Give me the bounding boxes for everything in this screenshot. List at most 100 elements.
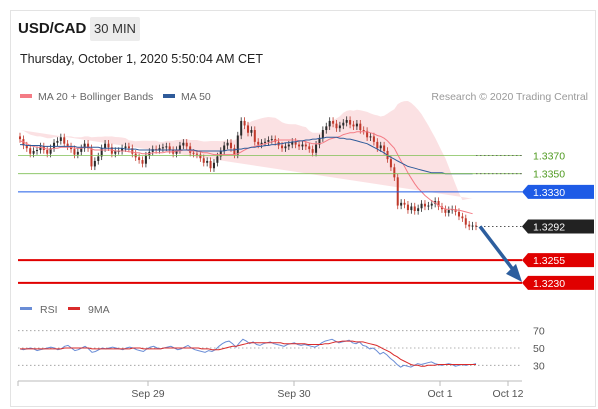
candle-body: [46, 150, 49, 154]
candle-body: [97, 156, 100, 161]
candle-body: [219, 150, 222, 157]
candle-body: [56, 140, 59, 143]
candle-body: [471, 225, 474, 227]
candle-body: [359, 123, 362, 131]
candle-body: [281, 145, 284, 149]
candle-body: [175, 150, 178, 154]
candle-body: [253, 130, 256, 142]
candle-body: [202, 158, 205, 163]
candle-body: [325, 126, 328, 131]
ma20-line: [19, 131, 473, 215]
candle-body: [206, 160, 209, 163]
rsi-line: [19, 338, 477, 368]
candle-body: [93, 160, 96, 167]
rsi-ma-line: [20, 340, 476, 367]
candle-body: [260, 142, 263, 145]
candle-body: [209, 160, 212, 169]
candle-body: [315, 144, 318, 153]
candle-body: [304, 144, 307, 147]
candle-body: [59, 137, 62, 141]
candle-body: [379, 145, 382, 149]
candle-body: [141, 160, 144, 164]
candle-body: [178, 145, 181, 151]
candle-body: [18, 136, 22, 140]
candle-body: [437, 201, 440, 207]
candle-body: [413, 206, 416, 212]
x-tick-label: Oct 12: [493, 388, 524, 400]
candle-body: [121, 148, 124, 151]
candle-body: [270, 139, 273, 141]
candle-body: [138, 157, 141, 161]
candle-body: [345, 120, 348, 123]
candle-body: [372, 136, 375, 142]
candle-body: [199, 154, 202, 159]
legend-ma20-label: MA 20 + Bollinger Bands: [38, 91, 153, 103]
candle-body: [240, 120, 243, 136]
candle-body: [39, 146, 42, 151]
candle-body: [124, 146, 127, 149]
legend-ma20-swatch: [20, 94, 32, 98]
level-tag-1.3292: [522, 219, 594, 234]
candle-body: [410, 206, 413, 211]
x-tick-label: Oct 1: [427, 388, 452, 400]
candle-body: [318, 138, 321, 145]
candle-body: [212, 162, 215, 169]
candle-body: [447, 210, 450, 213]
candle-body: [83, 143, 86, 149]
chart-frame: [10, 10, 596, 407]
candle-body: [335, 123, 338, 129]
candle-body: [355, 123, 358, 127]
candle-body: [246, 125, 250, 133]
candle-body: [127, 146, 130, 149]
candle-body: [182, 142, 185, 146]
candle-body: [36, 150, 39, 152]
level-tag-1.3330: [522, 184, 594, 199]
candle-body: [362, 130, 365, 132]
level-tag-1.3230: [522, 275, 594, 290]
timeframe-button[interactable]: 30 MIN: [90, 17, 140, 41]
candle-body: [457, 211, 460, 217]
rsi-tick-label: 70: [533, 326, 545, 338]
level-label: 1.3370: [533, 151, 565, 163]
candle-body: [400, 202, 403, 206]
level-tag-1.3255: [522, 253, 594, 268]
candle-body: [192, 152, 195, 154]
candle-body: [29, 148, 32, 154]
level-label: 1.3255: [533, 255, 565, 267]
forecast-arrow-head: [506, 263, 522, 282]
legend-rsi-swatch: [20, 307, 32, 310]
candle-body: [461, 216, 464, 219]
candle-body: [308, 146, 311, 150]
candle-body: [417, 208, 420, 212]
rsi-tick-label: 50: [533, 343, 545, 355]
pair-title: USD/CAD: [18, 20, 87, 37]
legend-9ma-label: 9MA: [88, 304, 110, 316]
legend-ma50-swatch: [163, 94, 175, 98]
legend-ma50-label: MA 50: [181, 91, 211, 103]
candle-body: [291, 141, 294, 145]
candle-body: [32, 150, 35, 154]
candle-body: [328, 120, 331, 127]
candle-body: [49, 148, 52, 154]
candle-body: [223, 145, 226, 151]
candle-body: [165, 146, 168, 148]
candle-body: [100, 148, 103, 157]
candle-body: [468, 224, 471, 227]
candle-body: [349, 120, 352, 125]
candle-body: [104, 143, 107, 149]
candle-body: [236, 135, 239, 155]
ma50-line: [20, 136, 473, 175]
candle-body: [131, 148, 134, 154]
candle-body: [76, 151, 79, 155]
candle-body: [332, 120, 335, 124]
candle-body: [161, 147, 164, 149]
candle-body: [406, 204, 409, 211]
candle-body: [464, 218, 467, 225]
level-label: 1.3230: [533, 278, 565, 290]
candle-body: [393, 167, 396, 178]
candle-body: [321, 130, 324, 139]
candle-body: [338, 125, 341, 129]
candle-body: [63, 137, 66, 144]
rsi-tick-label: 30: [533, 360, 545, 372]
candle-body: [366, 130, 369, 138]
